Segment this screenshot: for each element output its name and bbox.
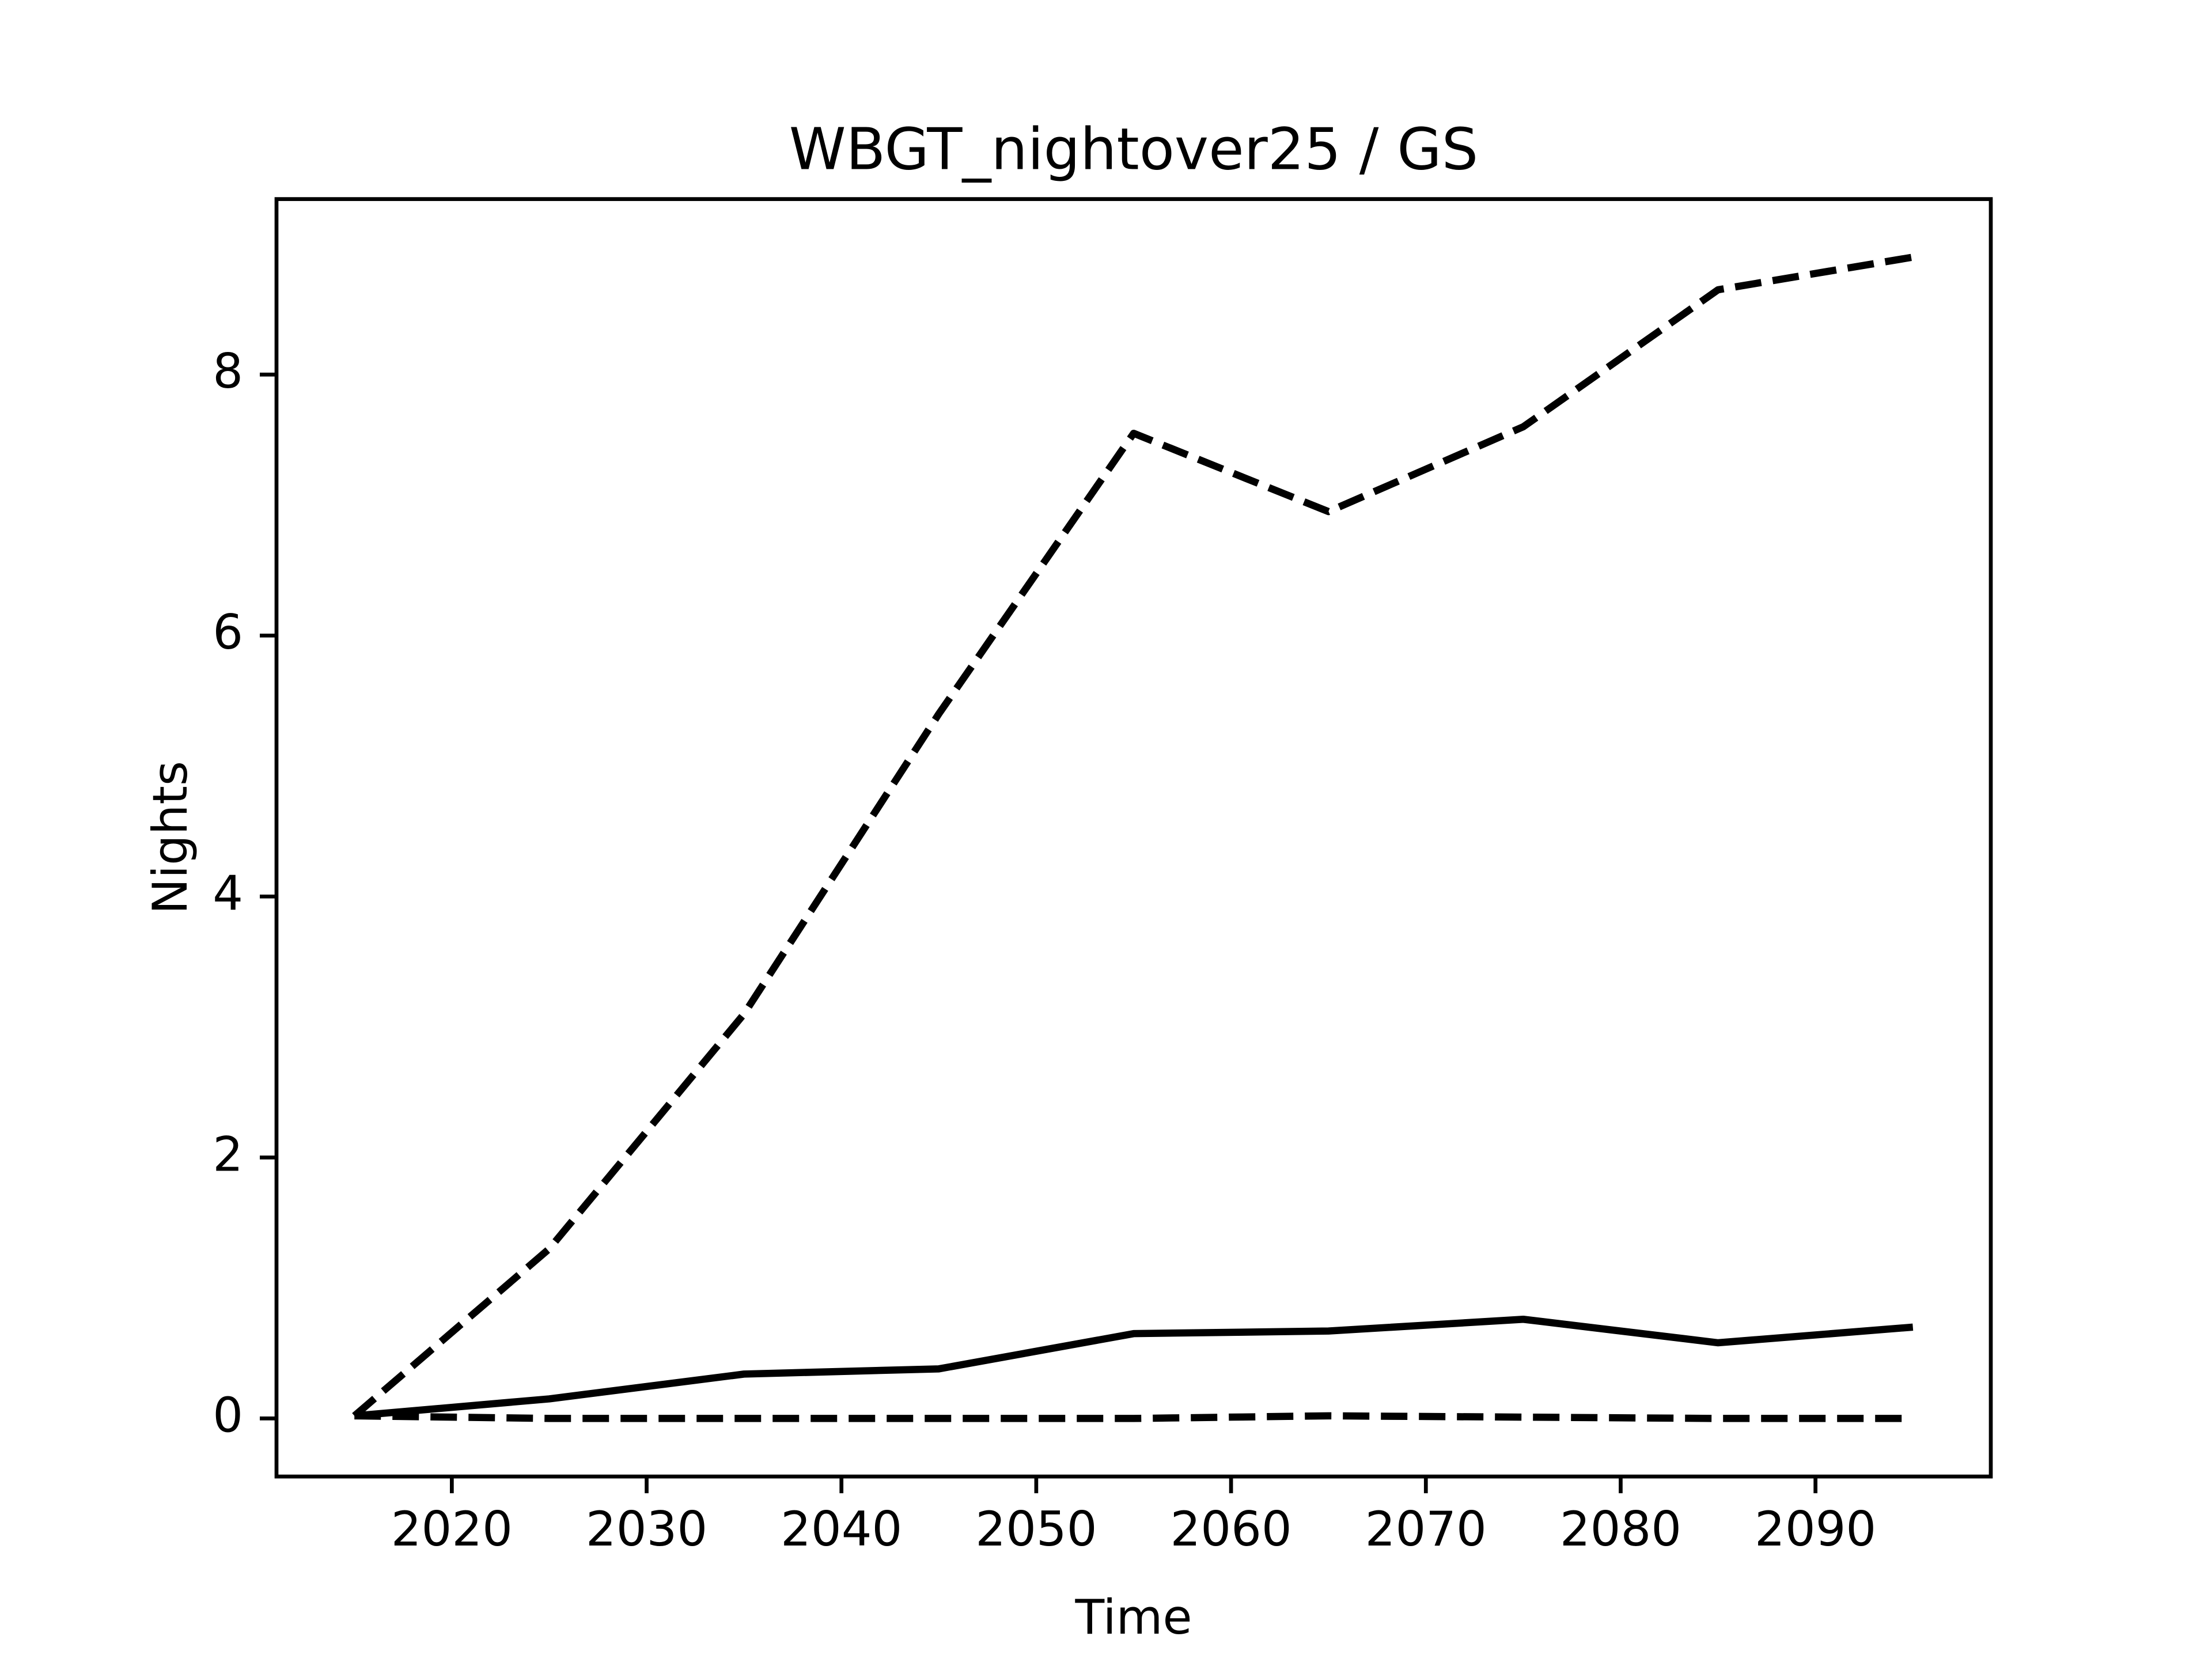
- x-tick-label: 2080: [1560, 1501, 1681, 1557]
- x-axis-label: Time: [1074, 1589, 1192, 1645]
- series-line: [352, 253, 1914, 1419]
- y-tick-label: 2: [213, 1126, 243, 1182]
- chart-title: WBGT_nightover25 / GS: [789, 115, 1478, 183]
- y-tick-label: 4: [213, 865, 243, 921]
- x-tick-label: 2040: [781, 1501, 902, 1557]
- x-tick-label: 2050: [975, 1501, 1097, 1557]
- x-tick-label: 2020: [391, 1501, 513, 1557]
- y-tick-label: 6: [213, 604, 243, 660]
- y-axis-label: Nights: [142, 761, 198, 914]
- y-tick-label: 0: [213, 1387, 243, 1443]
- x-tick-label: 2090: [1755, 1501, 1876, 1557]
- series-line: [354, 1412, 1913, 1422]
- x-tick-label: 2030: [586, 1501, 707, 1557]
- x-tick-label: 2060: [1170, 1501, 1291, 1557]
- plot-frame: [274, 197, 1993, 1479]
- y-tick-label: 8: [213, 343, 243, 399]
- series-line: [354, 1316, 1914, 1420]
- x-tick-label: 2070: [1365, 1501, 1487, 1557]
